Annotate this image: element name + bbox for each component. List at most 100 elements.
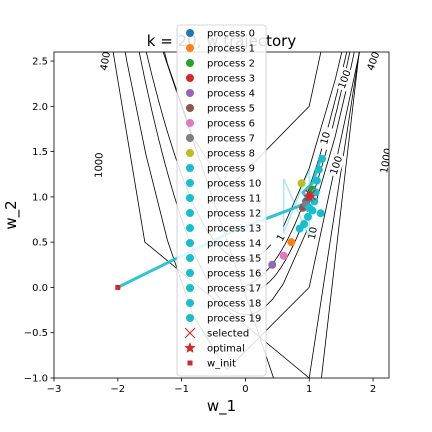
- y-tick-label: 0.5: [32, 238, 48, 249]
- legend-label: process 4: [207, 89, 255, 100]
- x-axis-label: w_1: [207, 397, 236, 416]
- contour-label-bg: [326, 152, 346, 178]
- legend-label: process 14: [207, 239, 261, 250]
- y-tick-label: 2.0: [32, 102, 48, 113]
- legend-marker: [186, 269, 194, 277]
- legend-label: process 0: [207, 29, 255, 40]
- process-marker: [310, 197, 319, 206]
- legend-label: process 10: [207, 179, 261, 190]
- contour-label: 400: [99, 51, 113, 72]
- legend-marker: [186, 209, 194, 217]
- legend-marker: [186, 239, 194, 247]
- legend-marker: [186, 134, 194, 142]
- process-marker: [287, 238, 296, 247]
- contour-label: 10: [307, 226, 320, 240]
- legend-label: process 17: [207, 284, 261, 295]
- legend-label: process 16: [207, 269, 261, 280]
- legend-marker: [186, 29, 194, 37]
- process-marker: [295, 224, 304, 233]
- contour-labels: 11101010010040040010001000: [92, 51, 394, 251]
- process-marker: [303, 212, 312, 221]
- contour-label-bg: [316, 125, 334, 151]
- legend-label: process 3: [207, 74, 255, 85]
- legend-marker: [186, 224, 194, 232]
- legend-label: process 9: [207, 164, 255, 175]
- y-tick-label: 2.5: [32, 57, 48, 68]
- legend-marker: [186, 119, 194, 127]
- contour-label: 10: [319, 131, 333, 146]
- process-marker: [279, 251, 288, 260]
- contour-label-bg: [269, 225, 292, 251]
- legend-box: [176, 24, 267, 377]
- legend-label: process 11: [207, 194, 261, 205]
- legend-label: process 6: [207, 119, 255, 130]
- legend-label: process 7: [207, 134, 255, 145]
- process-marker: [305, 203, 314, 212]
- x-tick-label: 1: [306, 384, 312, 395]
- process-marker: [316, 209, 325, 218]
- y-axis-label: w_2: [2, 200, 21, 229]
- x-tick-label: −3: [47, 384, 62, 395]
- legend-label: process 12: [207, 209, 261, 220]
- legend-marker: [186, 284, 194, 292]
- process-marker: [268, 260, 277, 269]
- legend-marker: [186, 149, 194, 157]
- y-tick-label: 0.0: [32, 283, 48, 294]
- legend-marker: [186, 254, 194, 262]
- legend-marker: [186, 44, 194, 52]
- contour-label: 1000: [94, 152, 106, 178]
- legend-label: process 2: [207, 59, 255, 70]
- process-marker: [314, 165, 323, 174]
- legend-marker: [186, 164, 194, 172]
- legend-marker: [186, 74, 194, 82]
- legend: process 0 process 1 process 2 process 3 proc…: [176, 24, 267, 377]
- legend-label: process 13: [207, 224, 261, 235]
- legend-marker: [186, 89, 194, 97]
- contour-label-bg: [363, 52, 383, 74]
- legend-label: process 1: [207, 44, 255, 55]
- x-tick-label: −1: [174, 384, 189, 395]
- legend-marker: [186, 299, 194, 307]
- process-marker: [318, 154, 326, 163]
- legend-label: process 18: [207, 299, 261, 310]
- legend-marker: [184, 327, 196, 339]
- contour-label-bg: [92, 153, 106, 177]
- legend-marker: [184, 342, 196, 353]
- contour-label-bg: [334, 66, 354, 92]
- legend-marker: [186, 194, 194, 202]
- y-tick-label: 1.0: [32, 192, 48, 203]
- optimal-marker: [303, 190, 315, 202]
- process-marker: [312, 176, 321, 185]
- legend-label: selected: [207, 329, 249, 340]
- contour-line-10: [138, 52, 355, 316]
- y-tick-label: 1.5: [32, 147, 48, 158]
- x-ticks: −3 −2 −1 0 1 2: [47, 378, 376, 395]
- legend-label: optimal: [207, 344, 245, 355]
- contour-label-bg: [304, 221, 321, 245]
- x-tick-label: 0: [242, 384, 248, 395]
- legend-label: process 8: [207, 149, 255, 160]
- legend-label: w_init: [207, 359, 236, 370]
- markers: [115, 154, 326, 290]
- trajectory-exploration: [282, 169, 310, 238]
- legend-marker: [186, 179, 194, 187]
- contour-label-bg: [377, 148, 389, 173]
- w-init-marker: [115, 284, 121, 290]
- contour-label: 1000: [379, 147, 394, 174]
- legend-marker: [187, 360, 193, 366]
- legend-label: process 19: [207, 314, 261, 325]
- y-ticks: −1.0 −0.5 0.0 0.5 1.0 1.5 2.0 2.5: [24, 57, 54, 385]
- legend-label: process 15: [207, 254, 261, 265]
- contour-label-bg: [97, 52, 113, 73]
- process-marker: [311, 188, 320, 197]
- legend-marker: [186, 104, 194, 112]
- process-marker: [297, 179, 306, 188]
- legend-marker: [186, 314, 194, 322]
- contour-label: 1: [275, 233, 288, 244]
- y-tick-label: −1.0: [24, 374, 48, 385]
- y-tick-label: −0.5: [24, 328, 48, 339]
- x-tick-label: −2: [110, 384, 125, 395]
- x-tick-label: 2: [370, 384, 376, 395]
